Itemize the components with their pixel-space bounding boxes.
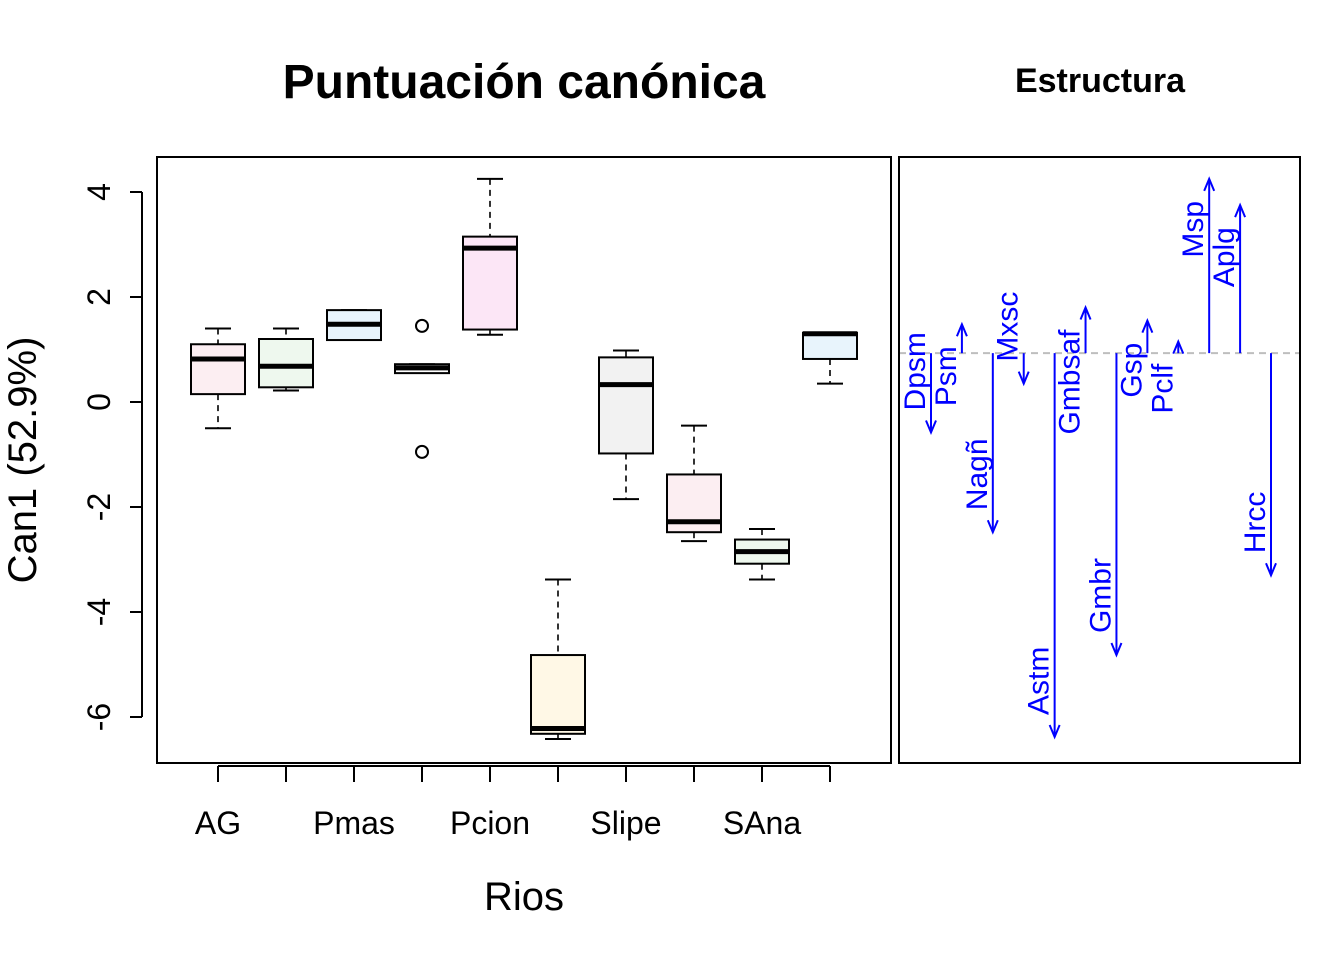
box-group [190,327,246,430]
outlier-point [415,444,429,459]
vector-label: Aplg [1208,227,1241,287]
arrow-head [1203,176,1216,192]
box-group [666,424,722,543]
arrow-head [1079,304,1092,320]
box-iqr [462,235,518,331]
arrow-head [955,321,968,337]
structure-vector: Nagñ [961,353,999,535]
structure-vector: Astm [1023,353,1061,740]
arrow-head [986,519,999,535]
outlier-point [415,318,429,333]
box-iqr [598,356,654,455]
y-tick-label: -6 [81,703,117,731]
vector-label: Nagñ [961,438,994,510]
y-tick-label: -4 [81,598,117,626]
vector-label: Msp [1177,201,1210,258]
box-group [530,578,586,741]
arrow-head [1265,562,1277,578]
structure-vector: Gmbsaf [1054,304,1092,435]
x-tick-label: Pmas [313,805,395,841]
canonical-score-panel: Puntuación canónica Rios Can1 (52.9%) 4 2… [1,56,892,919]
arrow-head [1110,642,1123,658]
box-group [734,528,790,581]
x-axis: AG Pmas Pcion Slipe SAna [195,765,831,841]
y-tick-label: 0 [81,393,117,411]
x-tick-label: AG [195,805,241,841]
boxplot-frame [156,156,892,764]
box-group [598,349,654,501]
structure-vector: Hrcc [1239,353,1277,578]
box-iqr [802,331,858,360]
arrow-head [1017,371,1030,387]
vector-label: Pclf [1146,363,1179,414]
y-axis-label: Can1 (52.9%) [1,337,45,584]
boxplot-layer [190,177,858,741]
structure-vector: Aplg [1208,202,1247,354]
vector-label: Gmbsaf [1054,329,1087,435]
vector-label: Hrcc [1239,492,1272,554]
box-iqr [258,338,314,389]
vector-label: Dpsm [899,332,932,410]
box-group [326,309,382,342]
y-tick-label: 2 [81,288,117,306]
vector-label: Gmbr [1084,558,1117,633]
arrow-head [1141,318,1154,334]
arrow-head [1048,724,1061,740]
vector-label: Mxsc [992,292,1025,362]
y-axis: 4 2 0 -2 -4 -6 [81,183,143,731]
boxplot-title: Puntuación canónica [283,56,766,109]
structure-vector: Dpsm [899,332,937,436]
vector-label: Psm [930,346,963,406]
structure-frame [898,156,1301,764]
x-tick-label: Pcion [450,805,530,841]
structure-vector: Psm [930,321,968,406]
y-tick-label: -2 [81,493,117,521]
x-tick-label: Slipe [590,805,661,841]
box-group [258,327,314,392]
structure-vector: Msp [1177,176,1216,354]
box-group [802,331,858,385]
structure-vector: Gmbr [1084,353,1123,658]
structure-vector: Gsp [1115,318,1154,398]
structure-title: Estructura [1015,62,1186,100]
x-tick-label: SAna [723,805,801,841]
box-group [394,318,450,459]
structure-vector: Pclf [1146,339,1185,414]
arrow-head [1234,202,1247,218]
x-axis-label: Rios [484,875,564,919]
structure-vector: Mxsc [992,292,1030,387]
arrow-head [925,420,937,436]
box-iqr [190,343,246,396]
vector-label: Gsp [1115,343,1148,398]
box-iqr [530,654,586,735]
vector-label: Astm [1023,647,1056,715]
box-group [462,177,518,336]
y-tick-label: 4 [81,183,117,201]
arrow-head [1172,339,1185,355]
